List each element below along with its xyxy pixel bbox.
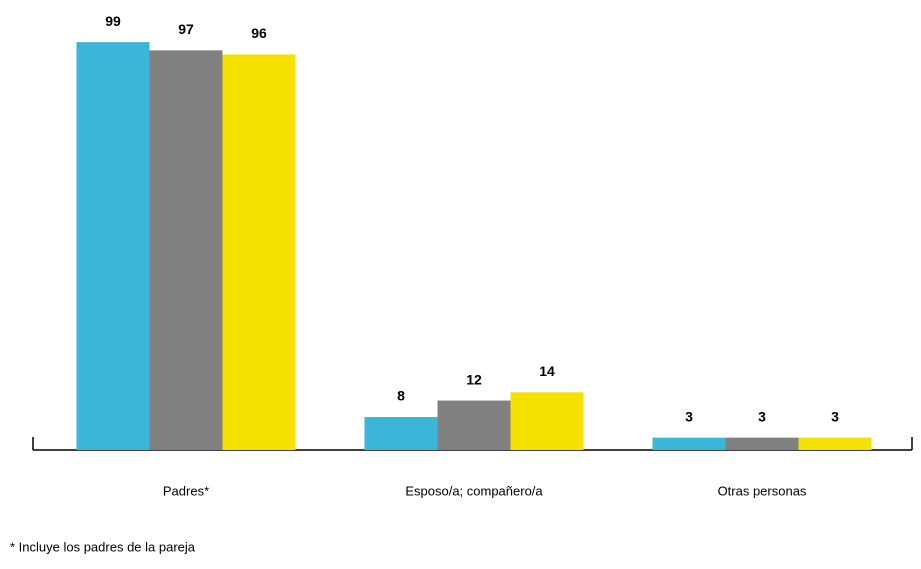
bar (652, 437, 726, 450)
value-label: 3 (758, 408, 766, 424)
value-label: 97 (178, 21, 194, 37)
bar (222, 54, 296, 450)
footnote: * Incluye los padres de la pareja (10, 539, 196, 554)
value-label: 3 (831, 408, 839, 424)
x-tick-label: Esposo/a; compañero/a (405, 483, 543, 498)
bar (798, 437, 872, 450)
value-label: 12 (466, 371, 482, 387)
x-tick-label: Padres* (163, 483, 209, 498)
bar (76, 42, 150, 451)
value-label: 99 (105, 13, 121, 29)
bar (364, 417, 438, 450)
value-label: 3 (685, 408, 693, 424)
bar (149, 50, 223, 451)
value-label: 96 (251, 25, 267, 41)
value-label: 14 (539, 363, 555, 379)
bar (437, 400, 511, 450)
bar (725, 437, 799, 450)
value-label: 8 (397, 388, 405, 404)
bar (510, 392, 584, 450)
x-tick-label: Otras personas (718, 483, 807, 498)
